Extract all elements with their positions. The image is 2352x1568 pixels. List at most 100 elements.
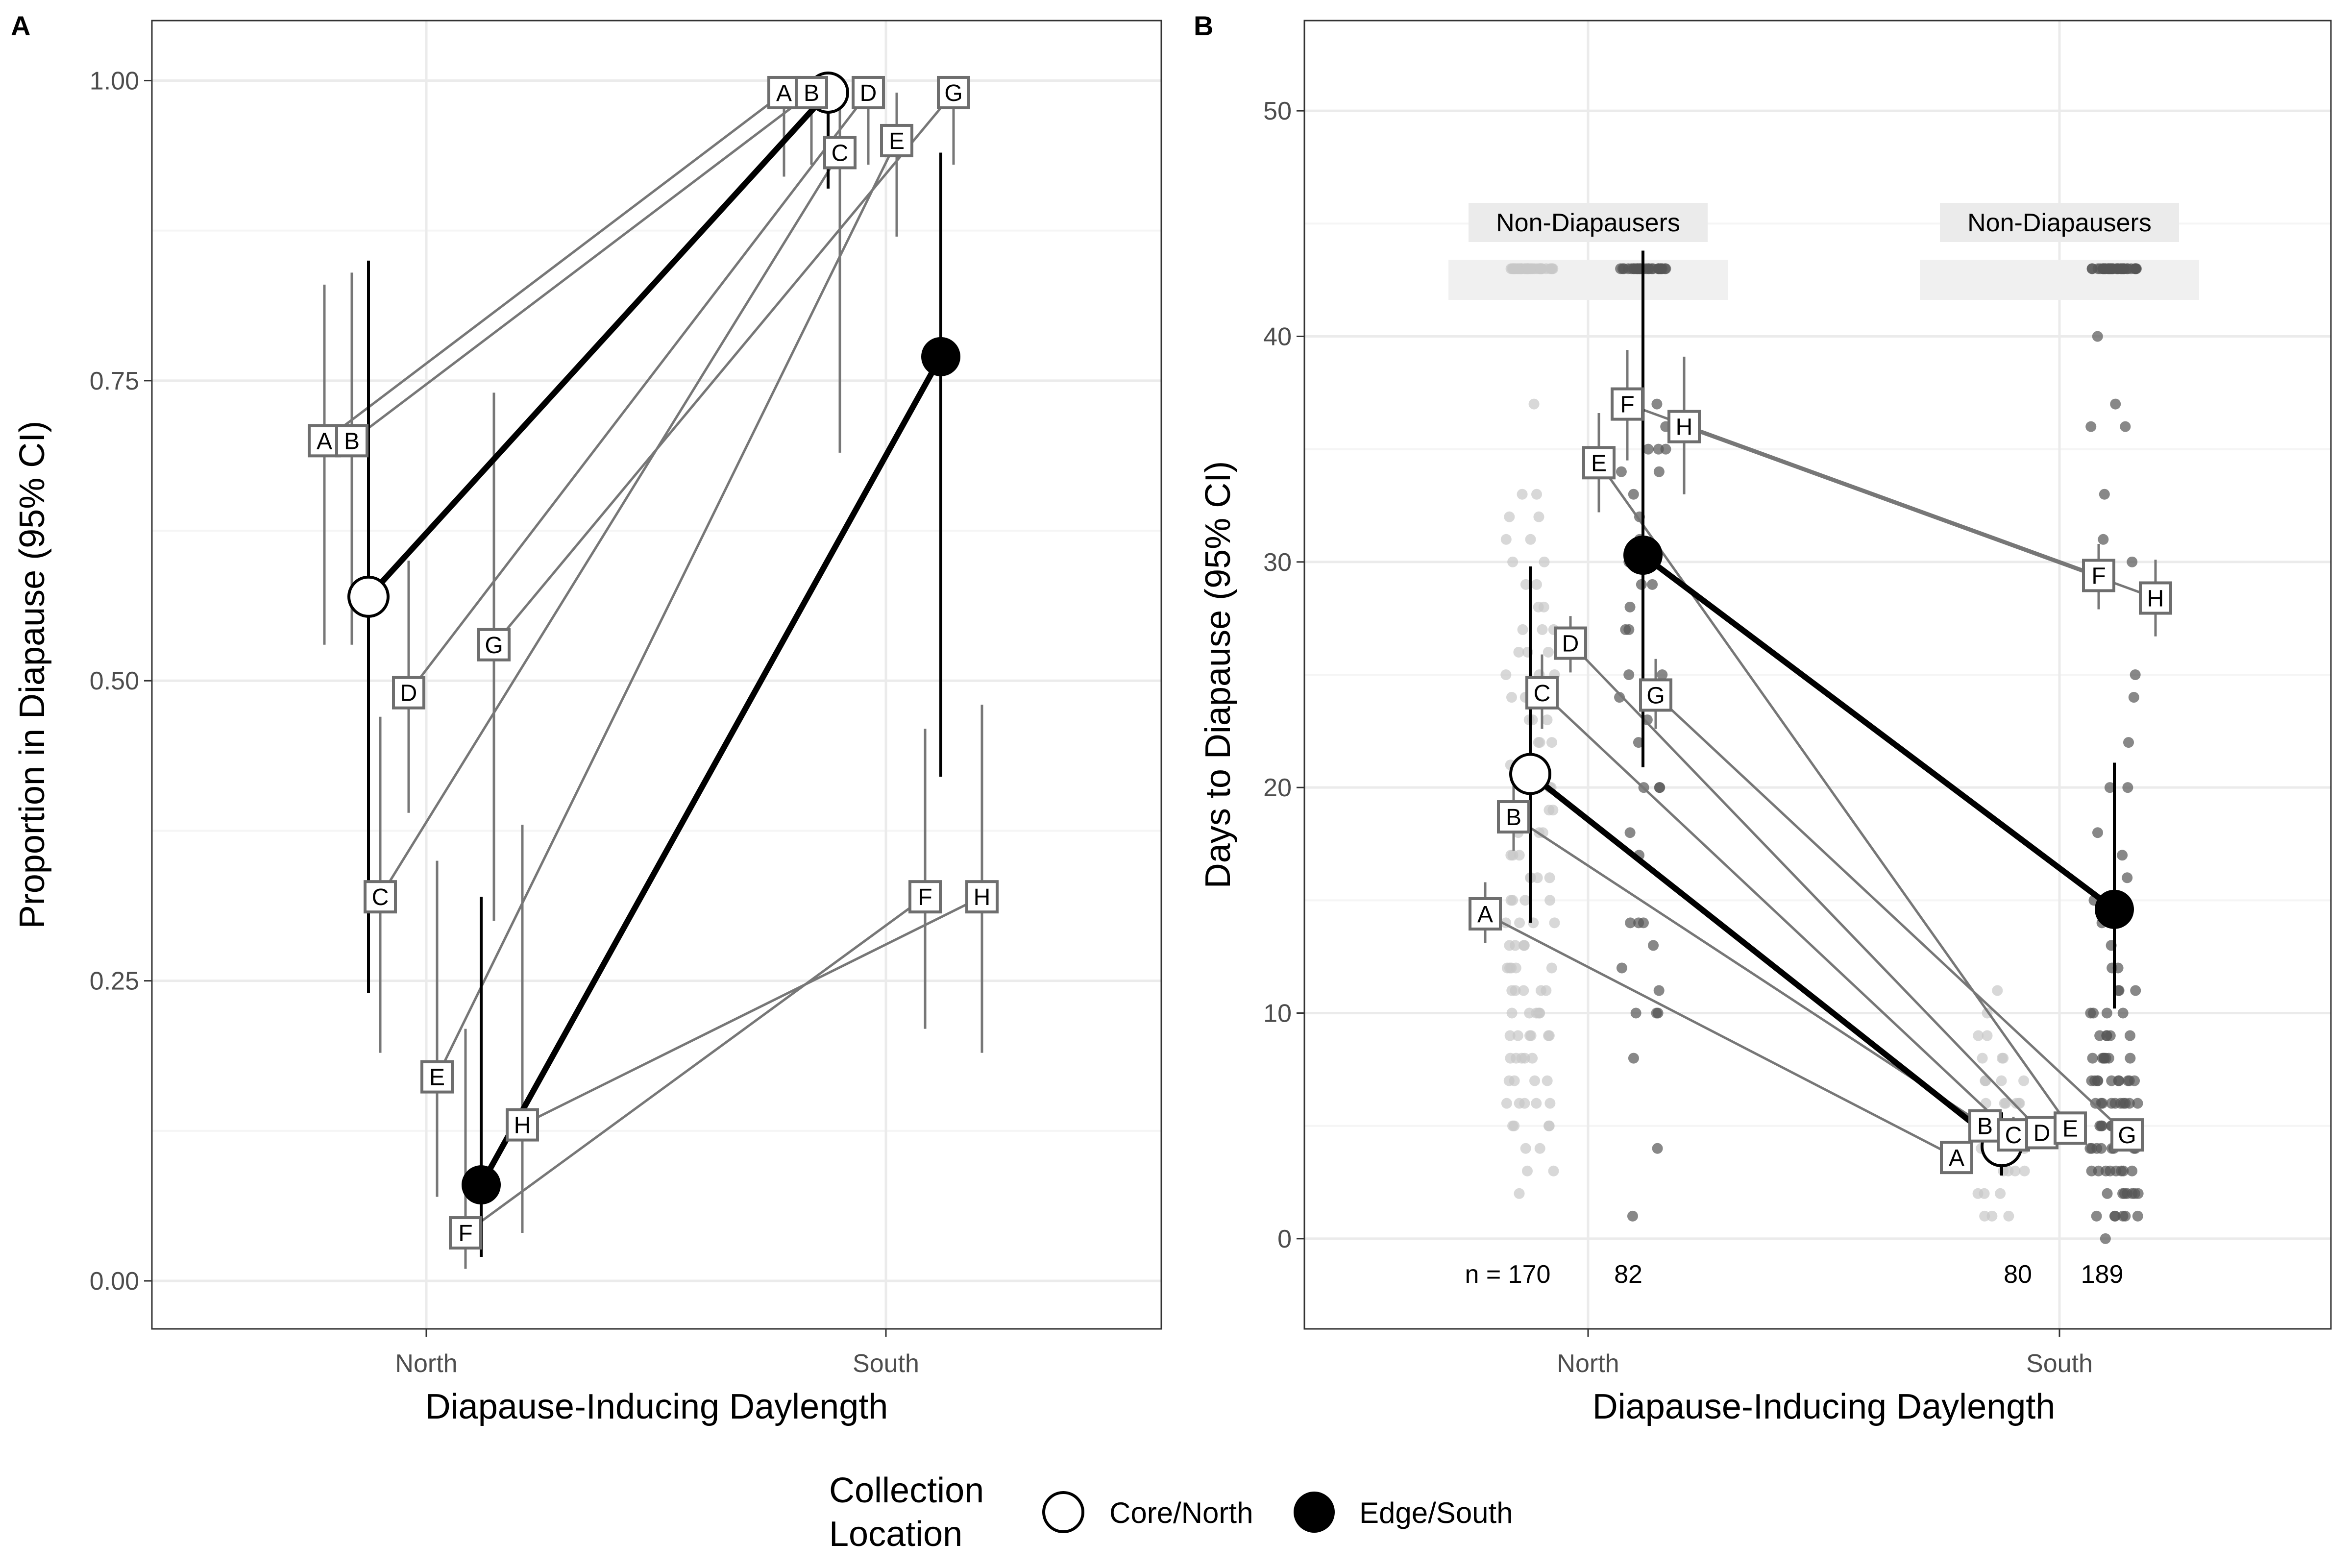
- y-tick-label: 0.25: [90, 967, 139, 996]
- raw-point: [1529, 1075, 1541, 1086]
- raw-point: [2113, 985, 2125, 996]
- legend-core-north-symbol: [1042, 1491, 1084, 1533]
- raw-point: [1533, 601, 1544, 612]
- group-mean-line: [1528, 771, 2004, 1149]
- raw-point: [1520, 1143, 1531, 1154]
- raw-point: [1624, 601, 1636, 612]
- edge-south-mean-point: [462, 1165, 501, 1205]
- population-line-E: [1597, 462, 2072, 1129]
- raw-point: [1544, 1098, 1556, 1109]
- raw-point: [1504, 511, 1515, 522]
- panel-b-group-means: [1509, 250, 2134, 1176]
- raw-point: [1533, 511, 1544, 522]
- raw-point: [1514, 1098, 1525, 1109]
- n-core-south: 80: [2004, 1260, 2032, 1289]
- raw-point: [1657, 669, 1668, 680]
- raw-point: [2092, 331, 2103, 342]
- population-label-A: A: [1477, 902, 1493, 928]
- raw-point: [2092, 1075, 2104, 1086]
- population-label-box-G: [1639, 678, 1672, 712]
- panel-b-sample-sizes: n = 170 82 80 189: [1465, 1260, 2124, 1289]
- strip-label-bg-south: [1940, 203, 2179, 242]
- non-diapauser-point: [1647, 263, 1659, 274]
- raw-point: [1531, 1098, 1542, 1109]
- raw-point: [1534, 737, 1545, 748]
- raw-point: [1509, 1075, 1520, 1086]
- raw-point: [1518, 985, 1529, 996]
- population-line-F: [1627, 403, 2099, 577]
- raw-point: [1527, 1053, 1538, 1064]
- raw-point: [1542, 714, 1553, 726]
- population-label-F: F: [1620, 392, 1634, 418]
- raw-point: [1628, 489, 1639, 500]
- raw-point: [1519, 1053, 1530, 1064]
- raw-point: [1509, 1120, 1520, 1131]
- raw-point: [2000, 1098, 2011, 1109]
- raw-point: [1624, 827, 1636, 838]
- raw-point: [1519, 940, 1530, 951]
- raw-point: [1510, 985, 1521, 996]
- raw-point: [2099, 489, 2110, 500]
- population-label-D: D: [1562, 631, 1579, 657]
- population-label-A: A: [317, 428, 332, 454]
- non-diapauser-point: [1535, 263, 1546, 274]
- population-label-C: C: [372, 884, 389, 910]
- raw-point: [2101, 1007, 2112, 1019]
- population-line-G: [493, 92, 955, 646]
- raw-point: [1654, 782, 1666, 793]
- y-tick-label: 0.75: [90, 367, 139, 395]
- y-tick-label: 0: [1277, 1225, 1292, 1253]
- population-line-B: [351, 91, 812, 442]
- population-line-C: [379, 152, 841, 898]
- y-tick-label: 0.50: [90, 667, 139, 695]
- raw-point: [1992, 985, 2003, 996]
- group-mean-line: [1641, 553, 2116, 912]
- raw-point: [1546, 737, 1558, 748]
- population-label-box-B: [1497, 800, 1530, 834]
- panel-b-xtick-south: South: [2026, 1349, 2093, 1378]
- raw-point: [1549, 917, 1560, 929]
- population-label-box-F: [2082, 559, 2115, 592]
- raw-point: [1616, 962, 1627, 974]
- population-line-D: [408, 92, 869, 694]
- raw-point: [2120, 421, 2131, 432]
- panel-b-x-ticks: North South: [1557, 1329, 2093, 1378]
- raw-point: [1633, 917, 1644, 929]
- raw-point: [2106, 1098, 2117, 1109]
- legend-edge-south-label: Edge/South: [1359, 1496, 1513, 1529]
- population-label-box-E: [1582, 446, 1616, 480]
- raw-point: [2100, 1233, 2111, 1244]
- population-line-A: [323, 91, 785, 442]
- raw-point: [2120, 1210, 2131, 1222]
- raw-point: [2127, 1165, 2138, 1176]
- population-label-box-B: [795, 75, 828, 109]
- population-label-G: G: [1646, 683, 1665, 709]
- raw-point: [1982, 1030, 1993, 1041]
- population-label-box-E: [2054, 1111, 2087, 1145]
- population-line-F: [465, 896, 926, 1234]
- legend-title-line1: Collection: [829, 1471, 984, 1510]
- raw-point: [1642, 714, 1653, 726]
- raw-point: [1623, 624, 1635, 635]
- raw-point: [1519, 895, 1531, 906]
- raw-point: [1616, 466, 1627, 477]
- population-label-A: A: [776, 80, 792, 106]
- raw-point: [2122, 782, 2133, 793]
- raw-point: [1500, 534, 1512, 545]
- population-label-E: E: [2062, 1116, 2078, 1142]
- panel-b-y-axis-title: Days to Diapause (95% CI): [1199, 461, 1238, 888]
- raw-point: [2132, 1210, 2143, 1222]
- raw-point: [2106, 1075, 2117, 1086]
- population-label-box-A: [1940, 1141, 1973, 1175]
- raw-point: [2125, 1053, 2136, 1064]
- raw-point: [1623, 669, 1635, 680]
- raw-point: [1504, 1030, 1516, 1041]
- raw-point: [1651, 398, 1663, 410]
- raw-point: [1517, 489, 1528, 500]
- raw-point: [1973, 1030, 1984, 1041]
- raw-point: [1543, 646, 1554, 658]
- population-label-box-H: [506, 1108, 539, 1142]
- population-label-box-C: [364, 880, 397, 914]
- population-label-F: F: [918, 884, 932, 910]
